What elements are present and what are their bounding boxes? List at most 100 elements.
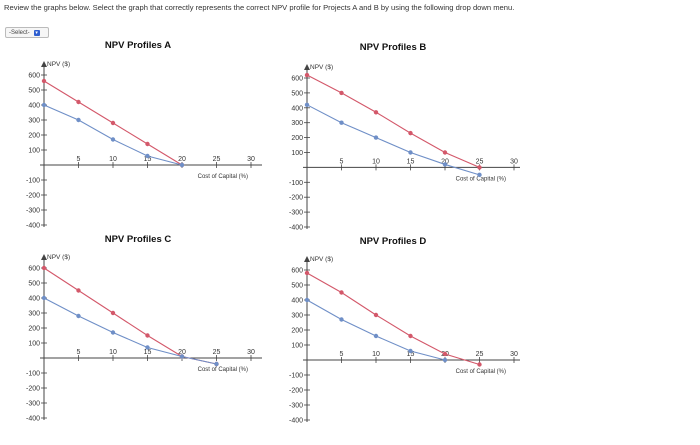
data-point-blue [477,172,482,178]
data-point-red [477,362,482,367]
y-tick-label: 500 [28,88,40,95]
y-tick-label: -200 [26,386,40,393]
instruction-text: Review the graphs below. Select the grap… [4,3,515,12]
y-tick-label: 300 [291,313,303,320]
data-point-blue [339,317,344,322]
data-point-blue [373,135,379,140]
x-tick-label: 10 [109,156,117,163]
data-point-blue [373,333,379,339]
npv-chart-c: NPV Profiles C NPV ($) 600 500 400 300 200 100 -… [26,234,262,423]
data-point-red [442,351,448,357]
series-line-red [306,272,480,366]
data-point-red [408,130,413,136]
y-tick-label: 100 [291,150,303,157]
x-tick-label: 10 [372,158,380,165]
dropdown-selected-value: -Select- [9,29,30,36]
data-point-red [339,290,344,295]
data-point-blue [41,295,47,301]
x-axis-label: Cost of Capital (%) [198,367,248,373]
x-tick-label: 5 [340,158,344,165]
data-point-blue [110,330,116,335]
chart-title: NPV Profiles D [360,236,427,247]
x-tick-label: 15 [144,349,152,356]
data-point-red [41,265,47,271]
x-tick-label: 5 [77,156,81,163]
x-tick-label: 15 [407,158,415,165]
x-tick-label: 30 [247,349,255,356]
x-tick-label: 30 [510,158,518,165]
y-tick-label: 100 [291,343,303,350]
data-point-red [408,333,413,339]
data-point-blue [145,345,150,350]
y-tick-label: 500 [28,281,40,288]
data-point-red [304,72,310,78]
data-point-blue [179,162,185,168]
data-point-blue [339,120,344,125]
y-tick-label: -400 [289,225,303,232]
data-point-blue [442,357,448,363]
data-point-blue [145,153,150,159]
x-tick-label: 20 [178,156,186,163]
y-tick-label: 400 [291,105,303,112]
data-point-blue [408,348,413,354]
y-tick-label: -100 [289,180,303,187]
x-axis-label: Cost of Capital (%) [456,369,506,375]
npv-chart-a: NPV Profiles A NPV ($) 600 500 400 300 200 100 -… [26,40,262,230]
y-tick-label: -100 [26,178,40,185]
y-tick-label: 100 [28,341,40,348]
y-axis-arrow [41,254,47,260]
chevron-down-icon: ▾ [33,29,40,36]
data-point-red [110,310,116,316]
y-tick-label: 600 [28,266,40,273]
y-tick-label: -300 [289,403,303,410]
y-axis-arrow [41,61,47,67]
x-tick-label: 25 [213,349,221,356]
y-tick-label: 300 [28,118,40,125]
chart-title: NPV Profiles B [360,42,427,53]
chart-title: NPV Profiles A [105,40,171,51]
x-tick-label: 5 [340,351,344,358]
data-point-blue [408,150,413,155]
y-axis-label: NPV ($) [310,256,333,263]
y-tick-label: 500 [291,283,303,290]
y-tick-label: 600 [28,73,40,80]
data-point-blue [442,162,448,167]
data-point-blue [41,102,47,108]
y-tick-label: -300 [26,401,40,408]
data-point-red [76,99,81,105]
data-point-blue [179,354,185,359]
x-tick-label: 15 [144,156,152,163]
x-tick-label: 20 [441,158,449,165]
y-tick-label: 600 [291,268,303,275]
chart-title: NPV Profiles C [105,234,172,245]
y-tick-label: 100 [28,148,40,155]
y-tick-label: -400 [289,418,303,425]
y-tick-label: -400 [26,223,40,230]
x-tick-label: 25 [476,158,484,165]
y-tick-label: -100 [289,373,303,380]
data-point-red [339,90,344,96]
data-point-red [145,333,150,338]
graph-select-dropdown[interactable]: -Select- ▾ [5,27,49,38]
data-point-red [373,110,379,115]
data-point-blue [110,137,116,142]
y-tick-label: -400 [26,416,40,423]
y-tick-label: 200 [28,326,40,333]
y-tick-label: -200 [26,193,40,200]
data-point-red [477,165,482,170]
y-axis-arrow [304,256,310,262]
data-point-red [304,270,310,276]
y-axis-arrow [304,64,310,70]
data-point-blue [304,102,310,108]
y-tick-label: 300 [291,120,303,127]
data-point-blue [76,313,81,319]
data-point-blue [304,297,310,303]
x-tick-label: 30 [247,156,255,163]
series-line-red [306,74,480,168]
data-point-red [41,78,47,84]
x-tick-label: 20 [178,349,186,356]
series-line-blue [43,297,217,365]
series-line-red [43,267,217,365]
npv-chart-b: NPV Profiles B NPV ($) 600 500 400 300 200 100 -… [289,42,520,232]
